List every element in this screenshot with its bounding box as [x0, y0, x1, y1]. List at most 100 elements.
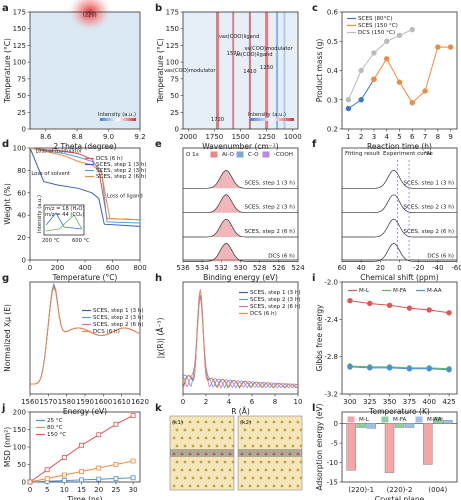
colorbar-label-a: Intensity (a.u.): [98, 112, 136, 118]
data-point-i: [367, 300, 373, 307]
series-line-c: [348, 79, 375, 109]
snapshot-atom-k: [288, 420, 292, 424]
snapshot-atom-k: [223, 428, 227, 432]
legend-h: DCS (6 h): [250, 311, 277, 317]
y-tick-label-b: 25: [170, 109, 179, 117]
x-tick-label-l: (004): [428, 486, 447, 494]
legend-c: DCS (150 °C): [358, 30, 395, 36]
x-tick-label-e: 524: [291, 264, 305, 272]
legend-i: M-AA: [427, 288, 442, 294]
x-tick-label-d: 400: [78, 264, 91, 272]
snapshot-atom-k: [283, 460, 287, 464]
snapshot-atom-k: [191, 444, 195, 448]
x-tick-label-c: 4: [384, 133, 389, 141]
legend-g: SCES, step 2 (3 h): [93, 315, 144, 321]
y-tick-label-a: 0: [22, 126, 26, 134]
y-tick-label-a: 75: [17, 75, 26, 83]
colorbar-label-b: Intensity (a.u.): [248, 112, 286, 118]
x-tick-label-j: 10: [60, 486, 69, 494]
x-tick-label-a: 9.0: [103, 133, 114, 141]
heatmap-background-b: [183, 12, 298, 129]
x-tick-label-i: 425: [442, 398, 455, 406]
data-point-j: [61, 455, 67, 460]
x-tick-label-a: 9.2: [134, 133, 145, 141]
snapshot-label-k: (k1): [172, 420, 183, 426]
snapshot-atom-k: [259, 476, 263, 480]
heatmap-band-b: [276, 12, 279, 129]
snapshot-atom-k: [264, 468, 268, 472]
x-tick-label-f: -60: [451, 264, 461, 272]
x-axis-label-f: Chemical shift (ppm): [360, 273, 439, 282]
snapshot-atom-k: [280, 420, 284, 424]
snapshot-atom-k: [223, 460, 227, 464]
band-wavenumber-b: 1250: [260, 65, 273, 71]
data-point-i: [426, 307, 432, 313]
snapshot-atom-k: [183, 428, 187, 432]
x-tick-label-c: 8: [436, 133, 440, 141]
panel-label-c: c: [312, 3, 318, 14]
data-point-c: [358, 67, 364, 74]
series-line-c: [347, 29, 413, 101]
snapshot-atom-k: [243, 460, 247, 464]
heatmap-band-b: [248, 12, 251, 129]
data-point-c: [409, 99, 415, 106]
band-annotation-b: νas(COO)ligand: [219, 34, 260, 40]
inset-line-d: [45, 214, 83, 232]
snapshot-atom-k: [228, 484, 232, 488]
x-tick-label-e: 534: [195, 264, 209, 272]
y-tick-label-a: 100: [13, 59, 26, 67]
snapshot-atom-k: [243, 444, 247, 448]
snapshot-atom-k: [248, 420, 252, 424]
y-tick-label-d: 0: [22, 257, 26, 265]
data-point-c: [345, 105, 352, 112]
y-tick-label-d: 80: [17, 167, 26, 175]
x-axis-label-h: R (Å): [231, 407, 250, 416]
snapshot-atom-k: [223, 476, 227, 480]
x-tick-label-g: 1570: [39, 398, 57, 406]
spectrum-line-e: [183, 243, 298, 262]
bar-m-l: [384, 423, 395, 473]
x-tick-label-h: 0: [181, 398, 185, 406]
snapshot-atom-k: [188, 420, 192, 424]
y-axis-label-b: Temperature (°C): [156, 38, 165, 104]
snapshot-atom-k: [220, 484, 224, 488]
x-tick-label-j: 5: [45, 486, 49, 494]
snapshot-atom-k: [204, 468, 208, 472]
legend-l: M-L: [359, 417, 370, 423]
x-tick-label-b: 1250: [258, 133, 276, 141]
snapshot-atom-k: [196, 436, 200, 440]
snapshot-atom-k: [228, 436, 232, 440]
snapshot-atom-k: [299, 444, 303, 448]
bar-m-fa: [394, 423, 405, 428]
data-point-j: [113, 462, 119, 467]
x-tick-label-c: 5: [397, 133, 401, 141]
band-wavenumber-b: 1720: [211, 117, 224, 123]
snapshot-atom-k: [251, 460, 255, 464]
legend-d: SCES, step 2 (6 h): [96, 174, 147, 180]
snapshot-atom-k: [207, 460, 211, 464]
snapshot-atom-k: [275, 428, 279, 432]
y-axis-label-d: Weight (%): [3, 183, 12, 225]
y-tick-label-d: 40: [17, 212, 26, 220]
data-point-j: [113, 421, 119, 427]
x-tick-label-g: 1560: [21, 398, 39, 406]
snapshot-atom-k: [256, 468, 260, 472]
y-tick-label-a: 150: [13, 25, 26, 33]
snapshot-atom-k: [231, 460, 235, 464]
legend-j: 25 °C: [47, 418, 63, 424]
spectrum-label-f: DCS (6 h): [427, 253, 454, 259]
snapshot-atom-k: [172, 484, 176, 488]
snapshot-atom-k: [288, 484, 292, 488]
data-point-i: [426, 366, 432, 372]
y-tick-label-l: 0: [334, 420, 338, 428]
snapshot-atom-k: [267, 460, 271, 464]
snapshot-atom-k: [259, 460, 263, 464]
snapshot-atom-k: [207, 476, 211, 480]
snapshot-atom-k: [259, 444, 263, 448]
data-point-i: [347, 364, 353, 370]
x-tick-label-e: 532: [215, 264, 228, 272]
y-axis-label-a: Temperature (°C): [3, 38, 12, 104]
x-axis-label-i: Temperature (K): [368, 407, 430, 416]
y-tick-label-b: 0: [175, 126, 179, 134]
y-tick-label-a: 175: [13, 9, 26, 17]
